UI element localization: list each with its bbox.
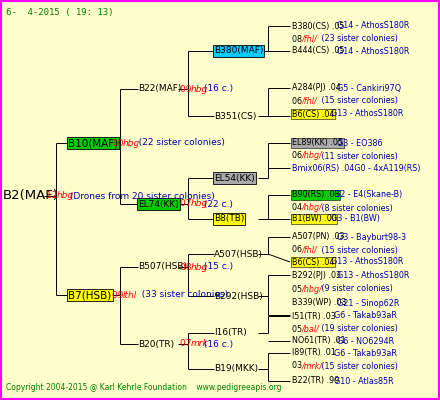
Text: Copyright 2004-2015 @ Karl Kehrle Foundation    www.pedigreeapis.org: Copyright 2004-2015 @ Karl Kehrle Founda…	[6, 383, 282, 392]
Text: B351(CS): B351(CS)	[214, 112, 257, 120]
Text: /hbg/: /hbg/	[302, 152, 323, 160]
Text: 04: 04	[292, 204, 304, 212]
Text: (19 sister colonies): (19 sister colonies)	[319, 324, 398, 334]
Text: mrk: mrk	[191, 340, 209, 348]
Text: 06: 06	[292, 152, 304, 160]
Text: B292(PJ) .03: B292(PJ) .03	[292, 270, 341, 280]
Text: hbg: hbg	[123, 138, 140, 148]
Text: hbg: hbg	[191, 84, 208, 94]
Text: hbg: hbg	[57, 192, 74, 200]
Text: 03: 03	[292, 362, 304, 370]
Text: /hbg/: /hbg/	[302, 284, 323, 294]
Text: B339(WP) .03: B339(WP) .03	[292, 298, 346, 308]
Text: B6(CS) .04: B6(CS) .04	[292, 258, 334, 266]
Text: G2 - E4(Skane-B): G2 - E4(Skane-B)	[329, 190, 402, 200]
Text: (9 sister colonies): (9 sister colonies)	[319, 284, 392, 294]
Text: /hbg/: /hbg/	[302, 204, 323, 212]
Text: (23 sister colonies): (23 sister colonies)	[319, 34, 398, 44]
Text: G13 - AthosS180R: G13 - AthosS180R	[326, 110, 403, 118]
Text: 06: 06	[292, 96, 304, 106]
Text: (11 sister colonies): (11 sister colonies)	[319, 152, 398, 160]
Text: G3 - B1(BW): G3 - B1(BW)	[326, 214, 379, 224]
Text: EL54(KK): EL54(KK)	[214, 174, 255, 182]
Text: A507(PN) .03: A507(PN) .03	[292, 232, 345, 242]
Text: 05: 05	[292, 284, 304, 294]
Text: Bmix06(RS) .04G0 - 4xA119(RS): Bmix06(RS) .04G0 - 4xA119(RS)	[292, 164, 421, 172]
Text: A507(HSB): A507(HSB)	[214, 250, 263, 258]
Text: G13 - AthosS180R: G13 - AthosS180R	[326, 258, 403, 266]
Text: B1(BW) .00: B1(BW) .00	[292, 214, 337, 224]
Text: /bal/: /bal/	[302, 324, 320, 334]
Text: (15 sister colonies): (15 sister colonies)	[319, 246, 398, 254]
Text: 07: 07	[180, 340, 194, 348]
Text: B380(MAF): B380(MAF)	[214, 46, 264, 56]
Text: 09: 09	[112, 290, 126, 300]
Text: B22(MAF): B22(MAF)	[138, 84, 181, 94]
Text: (22 c.): (22 c.)	[201, 200, 233, 208]
Text: 08: 08	[292, 34, 304, 44]
Text: (33 sister colonies): (33 sister colonies)	[136, 290, 228, 300]
Text: G13 - AthosS180R: G13 - AthosS180R	[332, 270, 410, 280]
Text: G3 - Bayburt98-3: G3 - Bayburt98-3	[332, 232, 406, 242]
Text: EL74(KK): EL74(KK)	[138, 200, 179, 208]
Text: G10 - Atlas85R: G10 - Atlas85R	[329, 376, 393, 386]
Text: (Drones from 20 sister colonies): (Drones from 20 sister colonies)	[67, 192, 215, 200]
Text: B20(TR): B20(TR)	[138, 340, 174, 348]
Text: (8 sister colonies): (8 sister colonies)	[319, 204, 392, 212]
Text: EL89(KK) .05: EL89(KK) .05	[292, 138, 343, 148]
Text: 10: 10	[112, 138, 126, 148]
Text: G6 - Takab93aR: G6 - Takab93aR	[329, 312, 397, 320]
Text: NO61(TR) .01: NO61(TR) .01	[292, 336, 346, 346]
Text: (15 sister colonies): (15 sister colonies)	[319, 362, 398, 370]
Text: (16 c.): (16 c.)	[201, 340, 233, 348]
Text: B7(HSB): B7(HSB)	[68, 290, 111, 300]
Text: 08: 08	[180, 262, 194, 272]
Text: B8(TB): B8(TB)	[214, 214, 244, 224]
Text: B2(MAF): B2(MAF)	[3, 190, 59, 202]
Text: 12: 12	[46, 192, 60, 200]
Text: B90(RS) .03: B90(RS) .03	[292, 190, 339, 200]
Text: 6-  4-2015 ( 19: 13): 6- 4-2015 ( 19: 13)	[6, 8, 114, 17]
Text: /mrk/: /mrk/	[302, 362, 323, 370]
Text: B19(MKK): B19(MKK)	[214, 364, 258, 374]
Text: B6(CS) .04: B6(CS) .04	[292, 110, 334, 118]
Text: 06: 06	[292, 246, 304, 254]
Text: G5 - Cankiri97Q: G5 - Cankiri97Q	[332, 84, 401, 92]
Text: /fhl/: /fhl/	[302, 96, 318, 106]
Text: B444(CS) .05: B444(CS) .05	[292, 46, 345, 56]
Text: B380(CS) .05: B380(CS) .05	[292, 22, 345, 30]
Text: (16 c.): (16 c.)	[201, 84, 233, 94]
Text: B10(MAF): B10(MAF)	[68, 138, 118, 148]
Text: G14 - AthosS180R: G14 - AthosS180R	[332, 46, 410, 56]
Text: (15 sister colonies): (15 sister colonies)	[319, 96, 398, 106]
Text: 05: 05	[292, 324, 304, 334]
Text: /fhl/: /fhl/	[302, 34, 318, 44]
Text: G21 - Sinop62R: G21 - Sinop62R	[332, 298, 400, 308]
Text: B22(TR) .99: B22(TR) .99	[292, 376, 339, 386]
Text: lthl: lthl	[123, 290, 137, 300]
Text: G3 - EO386: G3 - EO386	[332, 138, 383, 148]
Text: G14 - AthosS180R: G14 - AthosS180R	[332, 22, 410, 30]
Text: hbg: hbg	[191, 262, 208, 272]
Text: A284(PJ) .04: A284(PJ) .04	[292, 84, 341, 92]
Text: I51(TR) .03: I51(TR) .03	[292, 312, 336, 320]
Text: G6 - Takab93aR: G6 - Takab93aR	[329, 348, 397, 358]
Text: I89(TR) .01: I89(TR) .01	[292, 348, 336, 358]
Text: 07: 07	[180, 200, 194, 208]
Text: (15 c.): (15 c.)	[201, 262, 233, 272]
Text: 09: 09	[180, 84, 194, 94]
Text: G6 - NO6294R: G6 - NO6294R	[332, 336, 394, 346]
Text: B292(HSB): B292(HSB)	[214, 292, 263, 300]
Text: (22 sister colonies): (22 sister colonies)	[133, 138, 225, 148]
Text: B507(HSB): B507(HSB)	[138, 262, 187, 272]
Text: I16(TR): I16(TR)	[214, 328, 247, 338]
Text: hbg: hbg	[191, 200, 208, 208]
Text: /fhl/: /fhl/	[302, 246, 318, 254]
